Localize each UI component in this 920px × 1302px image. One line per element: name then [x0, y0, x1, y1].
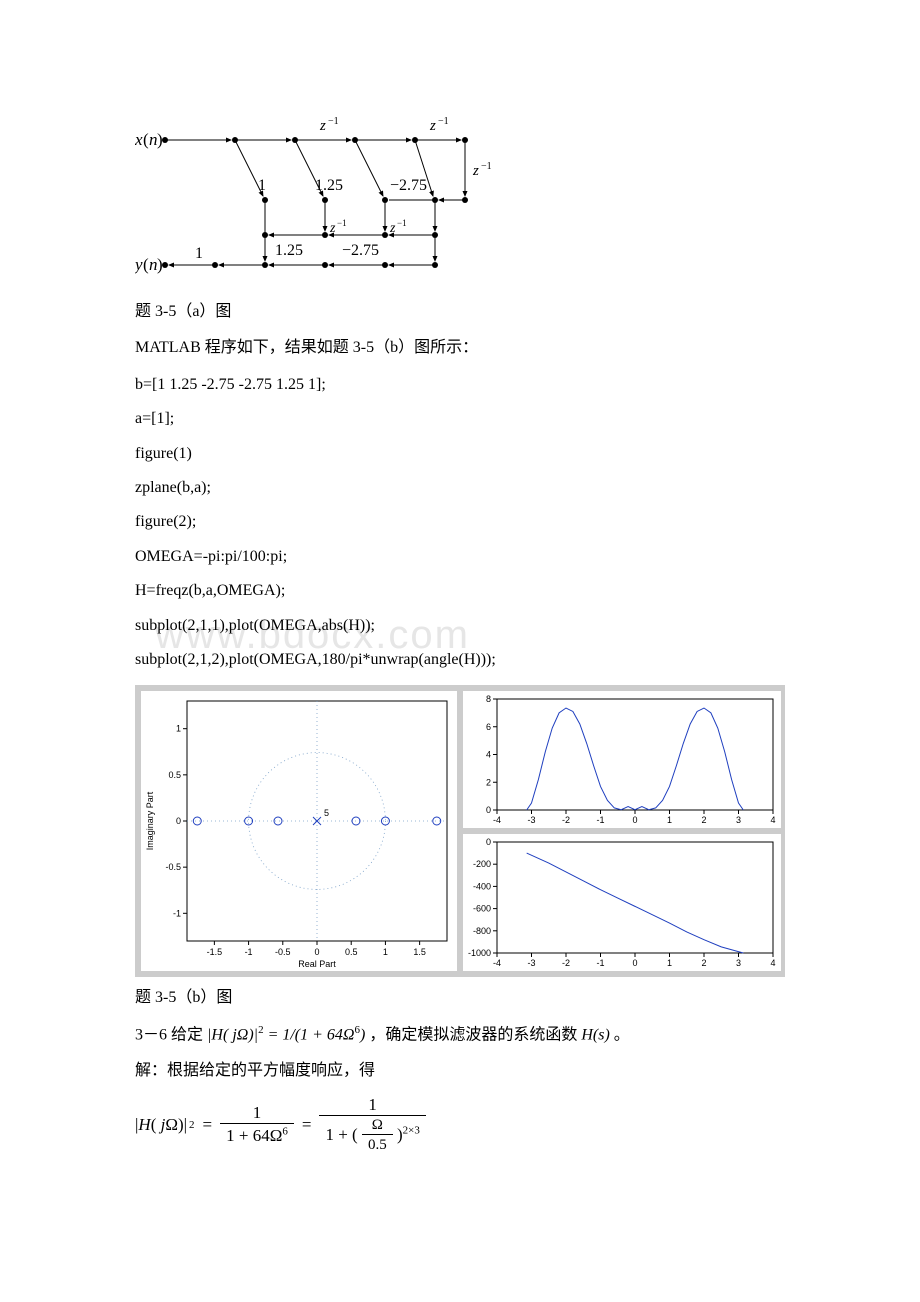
svg-text:1: 1	[176, 724, 181, 734]
svg-text:-2: -2	[562, 958, 570, 968]
code-line-7: H=freqz(b,a,OMEGA);	[135, 576, 785, 606]
svg-text:4: 4	[486, 750, 491, 760]
svg-text:-1: -1	[245, 947, 253, 957]
svg-text:6: 6	[486, 722, 491, 732]
svg-text:-1: -1	[596, 958, 604, 968]
svg-text:Imaginary Part: Imaginary Part	[145, 792, 155, 851]
svg-text:0.5: 0.5	[345, 947, 358, 957]
svg-text:): )	[157, 130, 163, 149]
svg-text:-1.5: -1.5	[207, 947, 223, 957]
caption-fig-a: 题 3-5（a）图	[135, 297, 785, 327]
svg-text:-1: -1	[173, 909, 181, 919]
svg-text:1: 1	[667, 815, 672, 825]
code-line-6: OMEGA=-pi:pi/100:pi;	[135, 542, 785, 572]
svg-text:1: 1	[195, 245, 203, 262]
svg-text:−1: −1	[397, 218, 407, 228]
svg-text:y: y	[135, 255, 143, 274]
svg-text:-200: -200	[473, 859, 491, 869]
svg-text:5: 5	[324, 808, 329, 818]
svg-text:0: 0	[632, 815, 637, 825]
svg-text:3: 3	[736, 815, 741, 825]
svg-text:0: 0	[486, 837, 491, 847]
equation-line: |H( jΩ)|2= 1 1 + 64Ω6 = 1 1 + ( Ω 0.5 )2…	[135, 1095, 785, 1156]
phase-plot: -4 -3 -2 -1 0 1 2 3 4 -1000 -800 -600 -400 -200 0	[463, 834, 781, 971]
svg-text:-1: -1	[596, 815, 604, 825]
problem-lead: 3－6 给定	[135, 1026, 203, 1043]
watermark-region: www.bdocx.com subplot(2,1,1),plot(OMEGA,…	[135, 611, 785, 641]
svg-text:z: z	[319, 118, 326, 134]
svg-text:2: 2	[701, 958, 706, 968]
svg-text:-1000: -1000	[468, 948, 491, 958]
svg-text:z: z	[389, 221, 396, 236]
svg-text:2: 2	[701, 815, 706, 825]
code-line-8: subplot(2,1,1),plot(OMEGA,abs(H));	[135, 611, 785, 641]
svg-text:−1: −1	[481, 161, 492, 172]
svg-text:0: 0	[486, 805, 491, 815]
svg-text:−1: −1	[337, 218, 347, 228]
plots-panel: -1.5 -1 -0.5 0 0.5 1 1.5 -1 -0.5 0 0.5 1 5 Real Part I…	[135, 685, 785, 977]
svg-text:4: 4	[770, 958, 775, 968]
svg-text:1: 1	[258, 177, 266, 194]
zplane-plot: -1.5 -1 -0.5 0 0.5 1 1.5 -1 -0.5 0 0.5 1 5 Real Part I…	[141, 691, 457, 971]
problem-tail: ，确定模拟滤波器的系统函数	[369, 1026, 577, 1043]
svg-text:2: 2	[486, 778, 491, 788]
svg-text:z: z	[329, 221, 336, 236]
svg-text:1.25: 1.25	[315, 177, 343, 194]
frac2-num: 1	[319, 1095, 425, 1116]
svg-text:-2: -2	[562, 815, 570, 825]
svg-text:z: z	[429, 118, 436, 134]
problem-end: 。	[614, 1026, 630, 1043]
svg-text:-400: -400	[473, 882, 491, 892]
frac1-num: 1	[220, 1103, 294, 1124]
svg-text:1: 1	[383, 947, 388, 957]
svg-text:0: 0	[176, 816, 181, 826]
frac1-den: 1 + 64Ω6	[220, 1124, 294, 1148]
matlab-intro: MATLAB 程序如下，结果如题 3-5（b）图所示：	[135, 333, 785, 363]
code-line-4: zplane(b,a);	[135, 473, 785, 503]
svg-text:-800: -800	[473, 926, 491, 936]
svg-text:-3: -3	[527, 815, 535, 825]
svg-text:z: z	[472, 163, 479, 179]
svg-text:-4: -4	[493, 958, 501, 968]
code-line-9: subplot(2,1,2),plot(OMEGA,180/pi*unwrap(…	[135, 645, 785, 675]
svg-text:−1: −1	[328, 116, 339, 127]
svg-text:x: x	[135, 130, 143, 149]
svg-text:-0.5: -0.5	[165, 862, 181, 872]
magnitude-plot: -4 -3 -2 -1 0 1 2 3 4 0 2 4 6 8	[463, 691, 781, 828]
problem-statement: 3－6 给定 |H( jΩ)|2 = 1/(1 + 64Ω6) ，确定模拟滤波器…	[135, 1020, 785, 1051]
code-line-1: b=[1 1.25 -2.75 -2.75 1.25 1];	[135, 370, 785, 400]
svg-text:4: 4	[770, 815, 775, 825]
svg-text:8: 8	[486, 694, 491, 704]
svg-text:−2.75: −2.75	[390, 177, 427, 194]
signal-flow-diagram: z−1 z−1 z−1 1 1.25 −2.75 z−1 z−1 1.25 −2…	[135, 110, 785, 285]
svg-text:1.5: 1.5	[413, 947, 426, 957]
frac2-den: 1 + ( Ω 0.5 )2×3	[319, 1116, 425, 1156]
svg-text:-600: -600	[473, 904, 491, 914]
code-line-5: figure(2);	[135, 507, 785, 537]
svg-text:-0.5: -0.5	[275, 947, 291, 957]
svg-text:1: 1	[667, 958, 672, 968]
svg-text:0: 0	[314, 947, 319, 957]
svg-text:): )	[157, 255, 163, 274]
svg-text:-3: -3	[527, 958, 535, 968]
svg-text:-4: -4	[493, 815, 501, 825]
solution-intro: 解：根据给定的平方幅度响应，得	[135, 1056, 785, 1086]
svg-text:1.25: 1.25	[275, 242, 303, 259]
caption-fig-b: 题 3-5（b）图	[135, 983, 785, 1013]
svg-text:Real Part: Real Part	[298, 959, 336, 969]
code-line-2: a=[1];	[135, 404, 785, 434]
code-line-3: figure(1)	[135, 439, 785, 469]
svg-text:−1: −1	[438, 116, 449, 127]
svg-text:−2.75: −2.75	[342, 242, 379, 259]
svg-text:3: 3	[736, 958, 741, 968]
svg-text:0.5: 0.5	[168, 770, 181, 780]
svg-text:0: 0	[632, 958, 637, 968]
